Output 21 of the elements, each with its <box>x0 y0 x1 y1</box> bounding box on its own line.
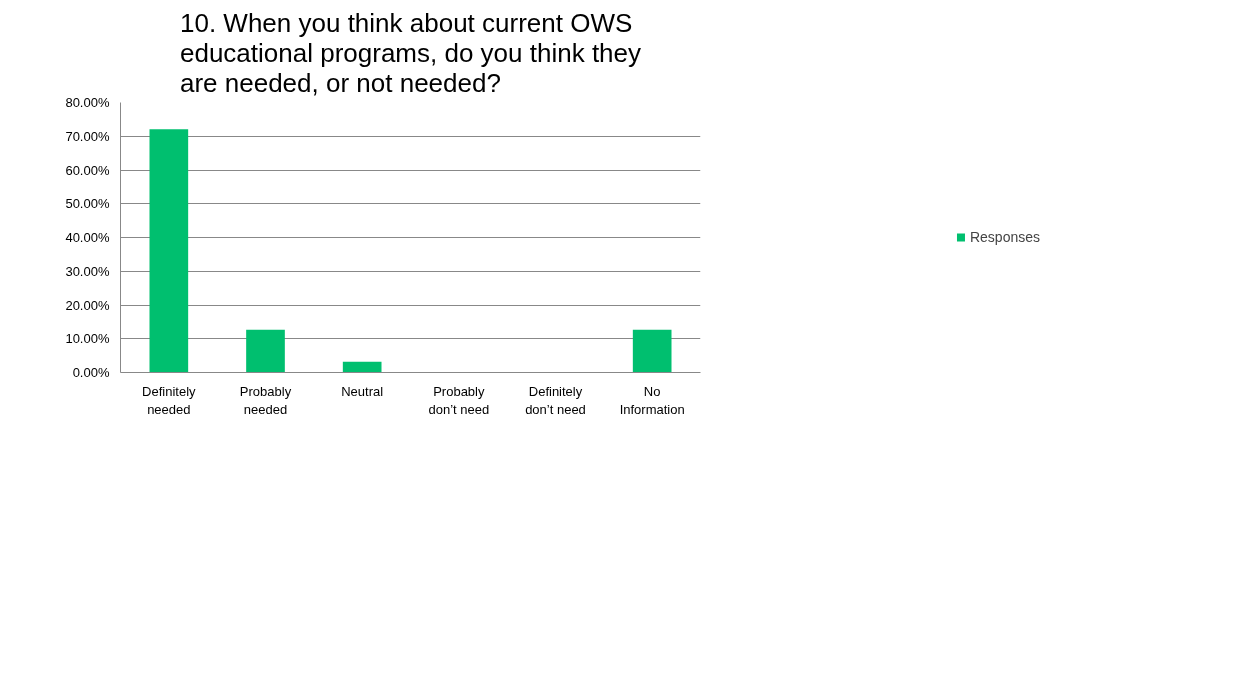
x-tick-label: No Information <box>619 383 685 417</box>
chart-title: 10. When you think about current OWS educational programs, do you think they are needed, or not needed? <box>179 7 642 98</box>
legend-label: Responses <box>969 229 1041 245</box>
bar <box>246 329 285 373</box>
x-tick-label: Probably needed <box>239 383 292 417</box>
y-tick-label: 30.00% <box>65 263 110 279</box>
x-tick-label: Definitely needed <box>142 383 197 417</box>
y-tick-label: 20.00% <box>65 297 110 313</box>
x-tick-label: Neutral <box>341 383 384 399</box>
bar <box>149 129 189 373</box>
y-tick-label: 50.00% <box>65 196 110 212</box>
y-tick-label: 10.00% <box>65 331 110 347</box>
y-tick-label: 70.00% <box>65 128 110 144</box>
bar <box>342 361 382 373</box>
x-tick-label: Probably don’t need <box>428 383 490 417</box>
bar <box>632 329 672 373</box>
y-tick-label: 80.00% <box>65 95 110 110</box>
y-tick-label: 0.00% <box>72 365 110 380</box>
y-tick-label: 60.00% <box>65 162 110 178</box>
x-tick-label: Definitely don’t need <box>525 383 586 417</box>
y-tick-label: 40.00% <box>65 230 110 245</box>
